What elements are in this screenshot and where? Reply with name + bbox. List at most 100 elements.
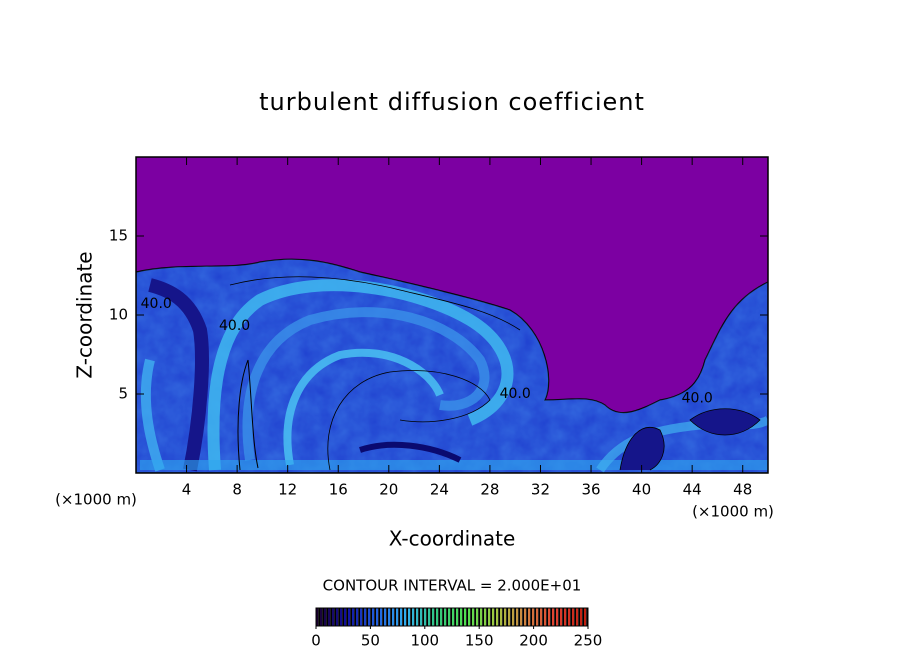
colorbar-gap — [522, 608, 524, 626]
colorbar-stripe — [356, 608, 359, 626]
contour-line — [619, 427, 665, 471]
colorbar-stripe — [512, 608, 515, 626]
colorbar-gap — [474, 608, 476, 626]
contour-interval: CONTOUR INTERVAL = 2.000E+01 — [323, 577, 582, 595]
swirl — [283, 348, 444, 466]
colorbar-gap — [550, 608, 552, 626]
field — [136, 258, 768, 473]
colorbar-tick-label: 0 — [311, 632, 321, 650]
colorbar-stripe — [488, 608, 491, 626]
colorbar-stripe — [392, 608, 395, 626]
colorbar-stripe — [504, 608, 507, 626]
colorbar-stripe — [544, 608, 547, 626]
colorbar-gap — [502, 608, 504, 626]
colorbar-stripe — [476, 608, 479, 626]
colorbar-gap — [518, 608, 520, 626]
colorbar-stripe — [576, 608, 579, 626]
colorbar-stripe — [580, 608, 583, 626]
colorbar-stripe — [380, 608, 383, 626]
colorbar-gap — [406, 608, 408, 626]
colorbar-gap — [434, 608, 436, 626]
y-tick-label: 15 — [109, 227, 128, 245]
colorbar-gap — [378, 608, 380, 626]
colorbar-tick-label: 250 — [574, 632, 603, 650]
colorbar-gap — [470, 608, 472, 626]
colorbar-stripe — [444, 608, 447, 626]
colorbar-gap — [334, 608, 336, 626]
swirl — [242, 307, 490, 461]
colorbar-stripe — [492, 608, 495, 626]
colorbar-gap — [558, 608, 560, 626]
contour-line — [229, 276, 521, 331]
colorbar-stripe — [436, 608, 439, 626]
colorbar-gap — [462, 608, 464, 626]
colorbar-stripe — [368, 608, 371, 626]
contour-label: 40.0 — [219, 318, 250, 334]
colorbar-stripe — [412, 608, 415, 626]
colorbar-gap — [366, 608, 368, 626]
colorbar-stripe — [548, 608, 551, 626]
colorbar-stripe — [396, 608, 399, 626]
colorbar-stripe — [448, 608, 451, 626]
colorbar-stripe — [532, 608, 535, 626]
colorbar-stripe — [524, 608, 527, 626]
contour-label: 40.0 — [682, 391, 713, 407]
colorbar-stripe — [500, 608, 503, 626]
colorbar-gap — [554, 608, 556, 626]
colorbar-stripe — [472, 608, 475, 626]
colorbar-stripe — [464, 608, 467, 626]
colorbar-stripe — [420, 608, 423, 626]
colorbar-gap — [566, 608, 568, 626]
colorbar-gap — [526, 608, 528, 626]
colorbar-gap — [394, 608, 396, 626]
colorbar-gap — [358, 608, 360, 626]
x-unit-label: (×1000 m) — [692, 503, 774, 521]
colorbar-stripe — [568, 608, 571, 626]
colorbar-stripe — [540, 608, 543, 626]
colorbar-gap — [510, 608, 512, 626]
colorbar-frame — [315, 607, 589, 627]
colorbar-gap — [386, 608, 388, 626]
colorbar-stripe — [556, 608, 559, 626]
colorbar-stripe — [552, 608, 555, 626]
y-tick-label: 10 — [109, 306, 128, 324]
colorbar-gap — [382, 608, 384, 626]
colorbar-stripe — [352, 608, 355, 626]
colorbar-stripe — [328, 608, 331, 626]
colorbar-stripe — [348, 608, 351, 626]
colorbar-gap — [490, 608, 492, 626]
contour-line — [237, 359, 259, 471]
colorbar-gap — [458, 608, 460, 626]
colorbar-stripe — [452, 608, 455, 626]
colorbar-gap — [562, 608, 564, 626]
colorbar-stripe — [408, 608, 411, 626]
colorbar-gap — [374, 608, 376, 626]
colorbar-stripe — [404, 608, 407, 626]
x-tick-label: 40 — [632, 481, 651, 499]
x-tick-label: 44 — [683, 481, 702, 499]
colorbar-stripe — [564, 608, 567, 626]
colorbar-gap — [402, 608, 404, 626]
colorbar-stripe — [388, 608, 391, 626]
colorbar-gap — [346, 608, 348, 626]
colorbar-gap — [414, 608, 416, 626]
colorbar-stripe — [456, 608, 459, 626]
colorbar-stripe — [316, 608, 319, 626]
colorbar-stripe — [468, 608, 471, 626]
colorbar-gap — [546, 608, 548, 626]
colorbar-gap — [466, 608, 468, 626]
colorbar-stripe — [340, 608, 343, 626]
x-tick-label: 16 — [329, 481, 348, 499]
colorbar-gap — [370, 608, 372, 626]
colorbar-stripe — [516, 608, 519, 626]
colorbar-tick-label: 200 — [519, 632, 548, 650]
contour-label: 40.0 — [500, 386, 531, 402]
texture — [136, 259, 768, 473]
colorbar-stripe — [324, 608, 327, 626]
y-unit-label: (×1000 m) — [55, 491, 137, 509]
colorbar-gap — [582, 608, 584, 626]
x-tick-label: 12 — [278, 481, 297, 499]
colorbar-gap — [586, 608, 588, 626]
x-tick-label: 24 — [430, 481, 449, 499]
colorbar-stripe — [344, 608, 347, 626]
